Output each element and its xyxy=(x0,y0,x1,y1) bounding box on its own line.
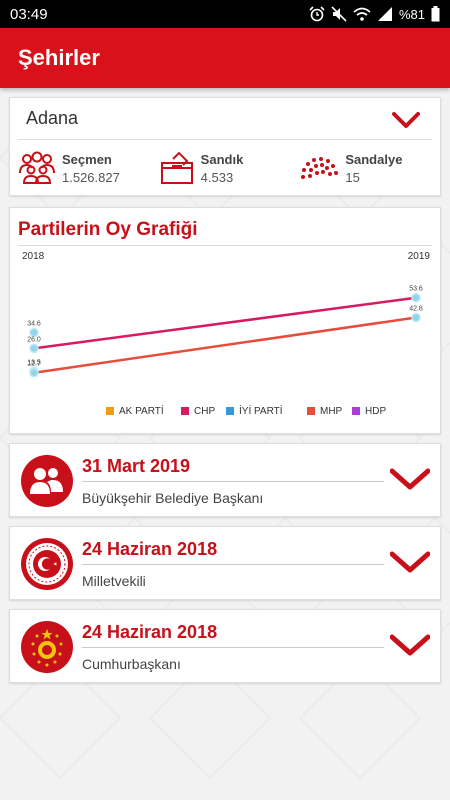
series-line-mhp xyxy=(33,316,417,374)
ballot-box-icon xyxy=(160,151,193,184)
chart-title: Partilerin Oy Grafiği xyxy=(18,208,432,246)
stat-value: 15 xyxy=(345,169,360,185)
data-point-marker xyxy=(29,343,39,354)
stat-label: Sandalye xyxy=(345,151,403,167)
election-date: 31 Mart 2019 xyxy=(82,456,191,476)
legend-label: AK PARTİ xyxy=(119,404,164,417)
battery-icon xyxy=(431,6,440,22)
city-dropdown[interactable]: Adana xyxy=(18,98,432,140)
data-point-label: 34.6 xyxy=(27,321,41,328)
city-name: Adana xyxy=(26,108,79,128)
stats-row: Seçmen 1.526.827 Sandık 4.533 xyxy=(10,140,440,196)
app-bar: Şehirler xyxy=(0,28,450,88)
legend-swatch xyxy=(106,407,114,415)
presidential-seal-icon xyxy=(21,621,73,673)
data-point-marker xyxy=(29,327,39,338)
chevron-down-icon[interactable] xyxy=(390,634,430,656)
data-point-label: 26.0 xyxy=(27,336,41,343)
data-point-marker xyxy=(411,292,421,303)
election-date: 24 Haziran 2018 xyxy=(82,539,218,559)
alarm-icon xyxy=(309,6,325,22)
legend-label: CHP xyxy=(194,406,215,417)
chevron-down-icon[interactable] xyxy=(392,111,420,129)
legend-label: MHP xyxy=(320,406,343,417)
parliament-seats-icon xyxy=(301,157,339,179)
legend-label: İYİ PARTİ xyxy=(239,404,283,417)
battery-percent: %81 xyxy=(398,6,425,22)
data-point-marker xyxy=(29,367,39,378)
data-point-label: 12.7 xyxy=(27,361,41,368)
people-circle-icon xyxy=(21,455,73,507)
signal-icon xyxy=(377,7,392,21)
status-time: 03:49 xyxy=(10,5,48,23)
election-card[interactable]: 31 Mart 2019 Büyükşehir Belediye Başkanı xyxy=(9,443,441,517)
stat-seats: Sandalye 15 xyxy=(299,152,440,185)
legend-swatch xyxy=(181,407,189,415)
mute-icon xyxy=(331,6,347,22)
election-card[interactable]: 24 Haziran 2018 Cumhurbaşkanı xyxy=(9,609,441,683)
x-category-label: 2019 xyxy=(408,251,431,262)
city-card: Adana Seçmen 1.526.827 xyxy=(9,97,441,196)
chevron-down-icon[interactable] xyxy=(390,468,430,490)
x-category-label: 2018 xyxy=(22,251,45,262)
stat-voters: Seçmen 1.526.827 xyxy=(18,151,159,185)
data-point-label: 53.6 xyxy=(409,286,423,293)
election-date: 24 Haziran 2018 xyxy=(82,622,218,642)
election-type: Milletvekili xyxy=(82,573,146,589)
legend-swatch xyxy=(352,407,360,415)
legend-label: HDP xyxy=(365,406,386,417)
data-point-label: 42.8 xyxy=(409,306,423,313)
stat-ballot-boxes: Sandık 4.533 xyxy=(159,151,300,185)
parliament-seal-icon xyxy=(21,538,73,590)
election-type: Cumhurbaşkanı xyxy=(82,656,181,672)
stat-label: Seçmen xyxy=(62,151,112,167)
election-type: Büyükşehir Belediye Başkanı xyxy=(82,490,264,506)
stat-value: 1.526.827 xyxy=(62,169,120,185)
page-title: Şehirler xyxy=(18,45,100,70)
people-icon xyxy=(19,151,55,184)
vote-chart-card: Partilerin Oy Grafiği 2018 2019 34.6 26.0 13… xyxy=(9,207,441,434)
vote-line-chart: 2018 2019 34.6 26.0 13.512.7 53.6 42.8 AK PARTİ… xyxy=(22,251,431,417)
chevron-down-icon[interactable] xyxy=(390,551,430,573)
stat-value: 4.533 xyxy=(200,169,234,185)
data-point-label: 13.5 xyxy=(27,359,41,366)
wifi-icon xyxy=(353,7,371,21)
status-bar: 03:49 %81 xyxy=(0,0,450,28)
legend-swatch xyxy=(307,407,315,415)
data-point-marker xyxy=(411,312,421,323)
stat-label: Sandık xyxy=(200,151,244,167)
series-line-chp xyxy=(33,296,417,350)
election-card[interactable]: 24 Haziran 2018 Milletvekili xyxy=(9,526,441,600)
legend-swatch xyxy=(226,407,234,415)
